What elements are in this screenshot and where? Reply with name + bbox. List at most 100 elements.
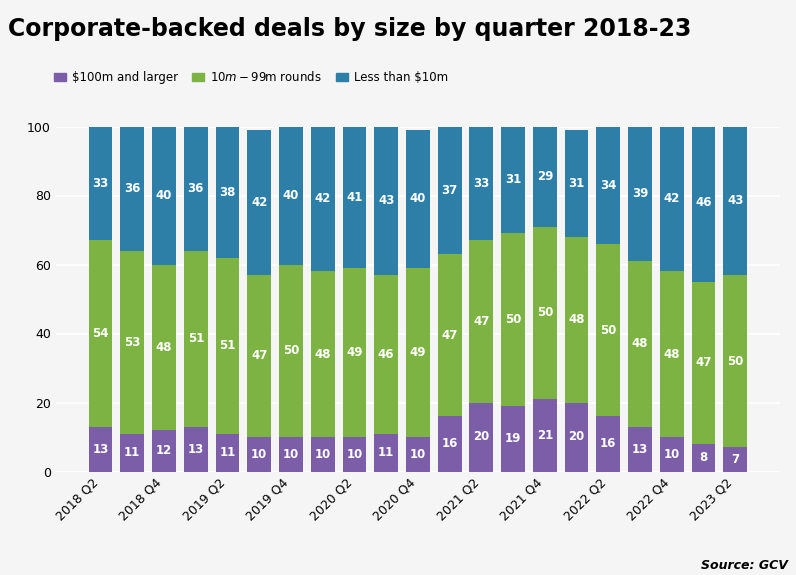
Text: 42: 42 — [664, 193, 680, 205]
Bar — [564, 402, 588, 472]
Text: 43: 43 — [378, 194, 394, 207]
Text: 11: 11 — [378, 446, 394, 459]
Text: 51: 51 — [220, 339, 236, 352]
Text: 16: 16 — [442, 438, 458, 450]
Text: 21: 21 — [537, 429, 553, 442]
Text: 48: 48 — [632, 338, 648, 350]
Bar — [120, 434, 144, 472]
Bar — [342, 437, 366, 471]
Bar — [120, 251, 144, 434]
Text: 10: 10 — [251, 448, 267, 461]
Bar — [596, 416, 620, 472]
Bar — [692, 282, 716, 444]
Text: 11: 11 — [220, 446, 236, 459]
Bar — [470, 240, 494, 402]
Text: 50: 50 — [283, 344, 299, 357]
Bar — [88, 240, 112, 427]
Bar — [310, 271, 334, 437]
Bar — [120, 126, 144, 251]
Bar — [88, 427, 112, 471]
Bar — [152, 126, 176, 264]
Bar — [248, 130, 271, 275]
Text: 10: 10 — [410, 448, 426, 461]
Bar — [310, 437, 334, 471]
Bar — [470, 126, 494, 240]
Text: 42: 42 — [314, 193, 331, 205]
Bar — [501, 233, 525, 406]
Text: 31: 31 — [568, 177, 585, 190]
Text: 10: 10 — [283, 448, 299, 461]
Bar — [660, 126, 684, 271]
Bar — [248, 275, 271, 437]
Text: 7: 7 — [732, 453, 739, 466]
Bar — [628, 427, 652, 471]
Bar — [692, 123, 716, 282]
Bar — [216, 434, 240, 472]
Bar — [374, 434, 398, 472]
Text: 19: 19 — [505, 432, 521, 445]
Bar — [342, 268, 366, 437]
Text: 13: 13 — [632, 443, 648, 455]
Text: 54: 54 — [92, 327, 109, 340]
Bar — [628, 261, 652, 427]
Text: 8: 8 — [700, 451, 708, 464]
Text: 48: 48 — [664, 348, 680, 361]
Text: 51: 51 — [188, 332, 204, 345]
Bar — [724, 447, 747, 472]
Text: 38: 38 — [220, 186, 236, 198]
Text: 50: 50 — [727, 355, 743, 367]
Text: 50: 50 — [537, 306, 553, 319]
Text: 48: 48 — [156, 341, 172, 354]
Bar — [564, 130, 588, 237]
Bar — [279, 437, 302, 471]
Text: 47: 47 — [442, 329, 458, 342]
Text: 29: 29 — [537, 170, 553, 183]
Text: 13: 13 — [188, 443, 204, 455]
Text: 48: 48 — [568, 313, 585, 326]
Bar — [533, 227, 556, 399]
Text: 10: 10 — [664, 448, 680, 461]
Text: 50: 50 — [505, 313, 521, 326]
Text: 40: 40 — [156, 189, 172, 202]
Text: 20: 20 — [474, 431, 490, 443]
Text: 40: 40 — [410, 193, 426, 205]
Bar — [279, 126, 302, 264]
Text: 47: 47 — [696, 356, 712, 369]
Bar — [438, 416, 462, 472]
Bar — [501, 126, 525, 233]
Text: 36: 36 — [124, 182, 140, 195]
Text: 36: 36 — [188, 182, 204, 195]
Bar — [88, 126, 112, 240]
Bar — [248, 437, 271, 471]
Bar — [660, 437, 684, 471]
Text: 42: 42 — [251, 196, 267, 209]
Text: 11: 11 — [124, 446, 140, 459]
Text: Corporate-backed deals by size by quarter 2018-23: Corporate-backed deals by size by quarte… — [8, 17, 692, 41]
Text: 49: 49 — [346, 346, 363, 359]
Bar — [692, 444, 716, 472]
Bar — [660, 271, 684, 437]
Bar — [596, 126, 620, 244]
Text: 34: 34 — [600, 179, 616, 191]
Text: Source: GCV: Source: GCV — [701, 559, 788, 572]
Text: 33: 33 — [92, 177, 109, 190]
Text: 20: 20 — [568, 431, 585, 443]
Text: 49: 49 — [410, 346, 426, 359]
Text: 12: 12 — [156, 444, 172, 457]
Text: 53: 53 — [124, 336, 140, 348]
Text: 33: 33 — [474, 177, 490, 190]
Text: 10: 10 — [314, 448, 331, 461]
Bar — [564, 237, 588, 402]
Bar — [406, 268, 430, 437]
Bar — [724, 275, 747, 447]
Bar — [374, 275, 398, 434]
Text: 46: 46 — [695, 196, 712, 209]
Bar — [216, 258, 240, 434]
Text: 48: 48 — [314, 348, 331, 361]
Text: 47: 47 — [473, 315, 490, 328]
Text: 43: 43 — [727, 194, 743, 207]
Text: 39: 39 — [632, 187, 648, 200]
Bar — [628, 126, 652, 261]
Bar — [184, 251, 208, 427]
Bar — [501, 406, 525, 472]
